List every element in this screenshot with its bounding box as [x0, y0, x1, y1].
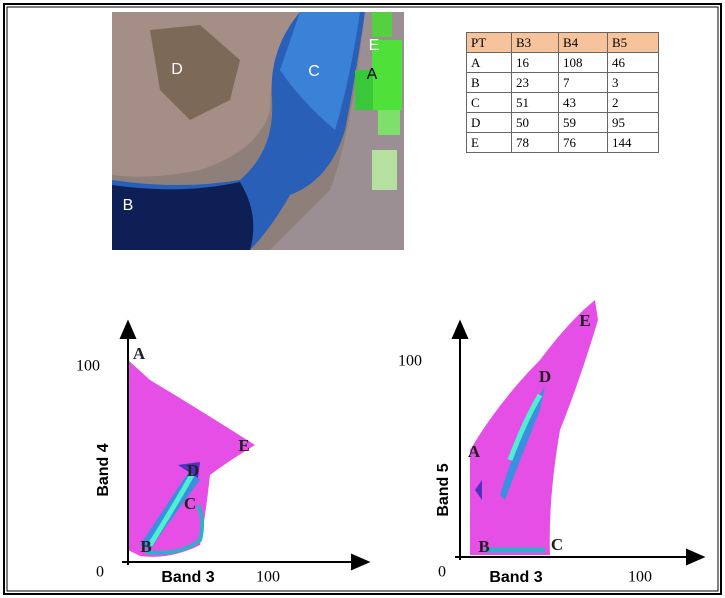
x-axis-label: Band 3 [161, 569, 214, 586]
table-cell: 95 [607, 112, 659, 133]
y-tick-label: 100 [76, 358, 100, 375]
point-label: C [184, 494, 196, 513]
table-cell: E [466, 132, 512, 153]
table-cell: 16 [511, 52, 559, 73]
table-cell: A [466, 52, 512, 73]
table-row: C 51 43 2 [466, 92, 659, 113]
table-cell: 7 [558, 72, 608, 93]
table-row: E 78 76 144 [466, 132, 659, 153]
point-label: E [238, 436, 249, 455]
satellite-image [112, 12, 404, 250]
table-cell: B [466, 72, 512, 93]
y-tick-label: 100 [398, 353, 422, 370]
image-label: C [308, 63, 320, 80]
x-axis-label: Band 3 [489, 569, 542, 586]
point-label: A [468, 442, 481, 461]
table-cell: 43 [558, 92, 608, 113]
point-label: C [551, 535, 563, 554]
table-cell: C [466, 92, 512, 113]
table-cell: 108 [558, 52, 608, 73]
density-cloud [128, 360, 255, 557]
table-cell: 23 [511, 72, 559, 93]
point-label: B [478, 537, 489, 556]
origin-label: 0 [96, 564, 104, 581]
x-tick-label: 100 [628, 569, 652, 586]
table-cell: D [466, 112, 512, 133]
table-row: B 23 7 3 [466, 72, 659, 93]
table-cell: 78 [511, 132, 559, 153]
table-row: D 50 59 95 [466, 112, 659, 133]
axes [119, 319, 706, 571]
table-cell: 144 [607, 132, 659, 153]
image-label: A [367, 66, 378, 83]
table-cell: PT [466, 32, 512, 53]
density-cloud [470, 300, 598, 555]
outer-frame [3, 3, 722, 595]
table-header: PT B3 B4 B5 [466, 32, 659, 53]
point-label: D [187, 461, 199, 480]
point-label: B [140, 537, 151, 556]
y-axis-label: Band 5 [435, 463, 452, 516]
y-axis-label: Band 4 [95, 443, 112, 496]
table-cell: 2 [607, 92, 659, 113]
table-cell: 50 [511, 112, 559, 133]
table-cell: B3 [511, 32, 559, 53]
point-label: D [539, 367, 551, 386]
origin-label: 0 [438, 564, 446, 581]
table-cell: 51 [511, 92, 559, 113]
data-table: PT B3 B4 B5 A 16 108 46 B 23 7 3 C 51 43 2 D 50 59 95 E 78 76 1… [466, 32, 659, 153]
table-cell: 59 [558, 112, 608, 133]
image-label: D [171, 61, 183, 78]
image-label: B [123, 197, 134, 214]
table-cell: 3 [607, 72, 659, 93]
table-cell: B5 [607, 32, 659, 53]
table-cell: 76 [558, 132, 608, 153]
point-label: E [579, 311, 590, 330]
x-tick-label: 100 [256, 569, 280, 586]
table-cell: B4 [558, 32, 608, 53]
point-label: A [133, 344, 146, 363]
table-cell: 46 [607, 52, 659, 73]
table-row: A 16 108 46 [466, 52, 659, 73]
inner-frame [6, 6, 719, 592]
image-label: E [369, 37, 380, 54]
